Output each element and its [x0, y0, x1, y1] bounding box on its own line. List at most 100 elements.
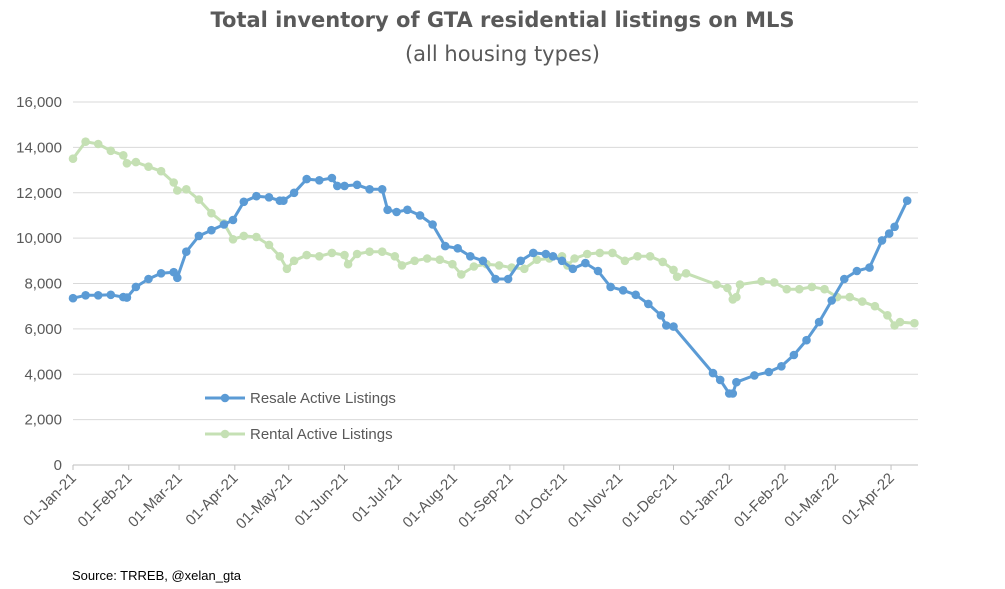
data-point	[669, 322, 678, 331]
data-point	[173, 273, 182, 283]
data-point	[302, 250, 312, 260]
data-point	[491, 274, 500, 284]
data-point	[122, 159, 132, 168]
y-tick-label: 0	[54, 457, 62, 474]
data-point	[173, 186, 182, 195]
x-tick-label: 01-Nov-21	[565, 470, 627, 532]
data-point	[568, 264, 578, 274]
data-point	[228, 235, 238, 244]
y-tick-label: 6,000	[24, 321, 62, 338]
data-point	[645, 251, 655, 261]
data-point	[902, 196, 912, 205]
data-point	[194, 195, 204, 204]
data-point	[570, 254, 579, 263]
y-tick-label: 10,000	[16, 230, 62, 247]
data-point	[182, 185, 191, 194]
y-tick-label: 4,000	[24, 366, 62, 383]
x-tick-label: 01-Jan-21	[20, 470, 80, 530]
data-point	[789, 350, 799, 360]
data-point	[593, 266, 603, 276]
series-rental-active-listings	[68, 137, 919, 330]
data-point	[106, 290, 116, 300]
x-axis: 01-Jan-2101-Feb-2101-Mar-2101-Apr-2101-M…	[20, 464, 918, 533]
data-point	[119, 151, 128, 160]
y-tick-label: 12,000	[16, 185, 62, 202]
data-point	[169, 178, 178, 187]
data-point	[219, 220, 229, 229]
data-point	[631, 290, 640, 300]
data-point	[764, 367, 774, 377]
data-point	[520, 264, 529, 274]
data-point	[239, 231, 249, 241]
legend-item: Rental Active Listings	[205, 426, 393, 443]
x-tick-label: 01-Mar-22	[781, 470, 842, 531]
data-point	[708, 368, 718, 378]
data-point	[782, 284, 792, 294]
series-layer	[68, 137, 919, 398]
data-point	[845, 292, 854, 302]
data-point	[207, 225, 216, 235]
x-tick-label: 01-Jun-21	[292, 470, 352, 530]
data-point	[327, 248, 337, 258]
data-point	[870, 301, 880, 311]
data-point	[827, 296, 836, 305]
data-point	[397, 261, 407, 270]
data-point	[252, 232, 261, 242]
x-tick-label: 01-Sep-21	[455, 470, 517, 532]
data-point	[658, 257, 667, 267]
data-point	[672, 272, 682, 282]
x-tick-label: 01-Mar-21	[125, 470, 186, 531]
x-tick-label: 01-Feb-21	[75, 470, 136, 531]
data-point	[732, 377, 741, 387]
data-point	[131, 282, 141, 292]
x-tick-label: 01-Dec-21	[619, 470, 681, 532]
data-point	[840, 274, 849, 284]
chart-title: Total inventory of GTA residential listi…	[210, 8, 795, 32]
data-point	[457, 270, 466, 279]
data-point	[529, 248, 538, 258]
data-point	[352, 180, 362, 190]
data-point	[478, 256, 488, 266]
data-point	[469, 262, 479, 271]
data-point	[802, 335, 811, 345]
legend-label: Rental Active Listings	[250, 426, 393, 443]
legend-marker	[220, 393, 230, 403]
data-point	[156, 269, 166, 278]
data-point	[715, 375, 725, 385]
data-point	[769, 278, 779, 287]
data-point	[466, 251, 475, 261]
data-point	[820, 284, 829, 294]
data-point	[681, 269, 691, 278]
data-point	[453, 244, 463, 253]
data-point	[93, 291, 103, 300]
y-axis-tick-labels: 0 2,000 4,000 6,000 8,000 10,000 12,000 14,000 1…	[16, 94, 62, 474]
legend-item: Resale Active Listings	[205, 390, 396, 407]
data-point	[732, 292, 741, 302]
data-point	[264, 240, 274, 250]
data-point	[735, 280, 745, 289]
data-point	[757, 276, 766, 286]
x-tick-label: 01-Jan-22	[676, 470, 736, 530]
data-point	[581, 258, 590, 268]
data-point	[595, 248, 605, 258]
data-point	[156, 166, 166, 176]
x-tick-label: 01-Aug-21	[399, 470, 461, 532]
chart-subtitle: (all housing types)	[404, 42, 600, 66]
data-point	[548, 251, 558, 261]
data-point	[377, 185, 387, 194]
data-point	[264, 193, 274, 202]
data-point	[252, 191, 261, 201]
data-point	[315, 176, 324, 185]
data-point	[422, 254, 432, 263]
data-point	[68, 293, 78, 303]
data-point	[410, 256, 419, 266]
data-point	[377, 247, 387, 256]
data-point	[365, 247, 374, 256]
data-point	[182, 247, 191, 256]
data-point	[865, 263, 874, 272]
data-point	[644, 299, 653, 309]
data-point	[81, 137, 90, 146]
data-point	[777, 362, 786, 371]
x-tick-label: 01-Jul-21	[349, 470, 405, 526]
